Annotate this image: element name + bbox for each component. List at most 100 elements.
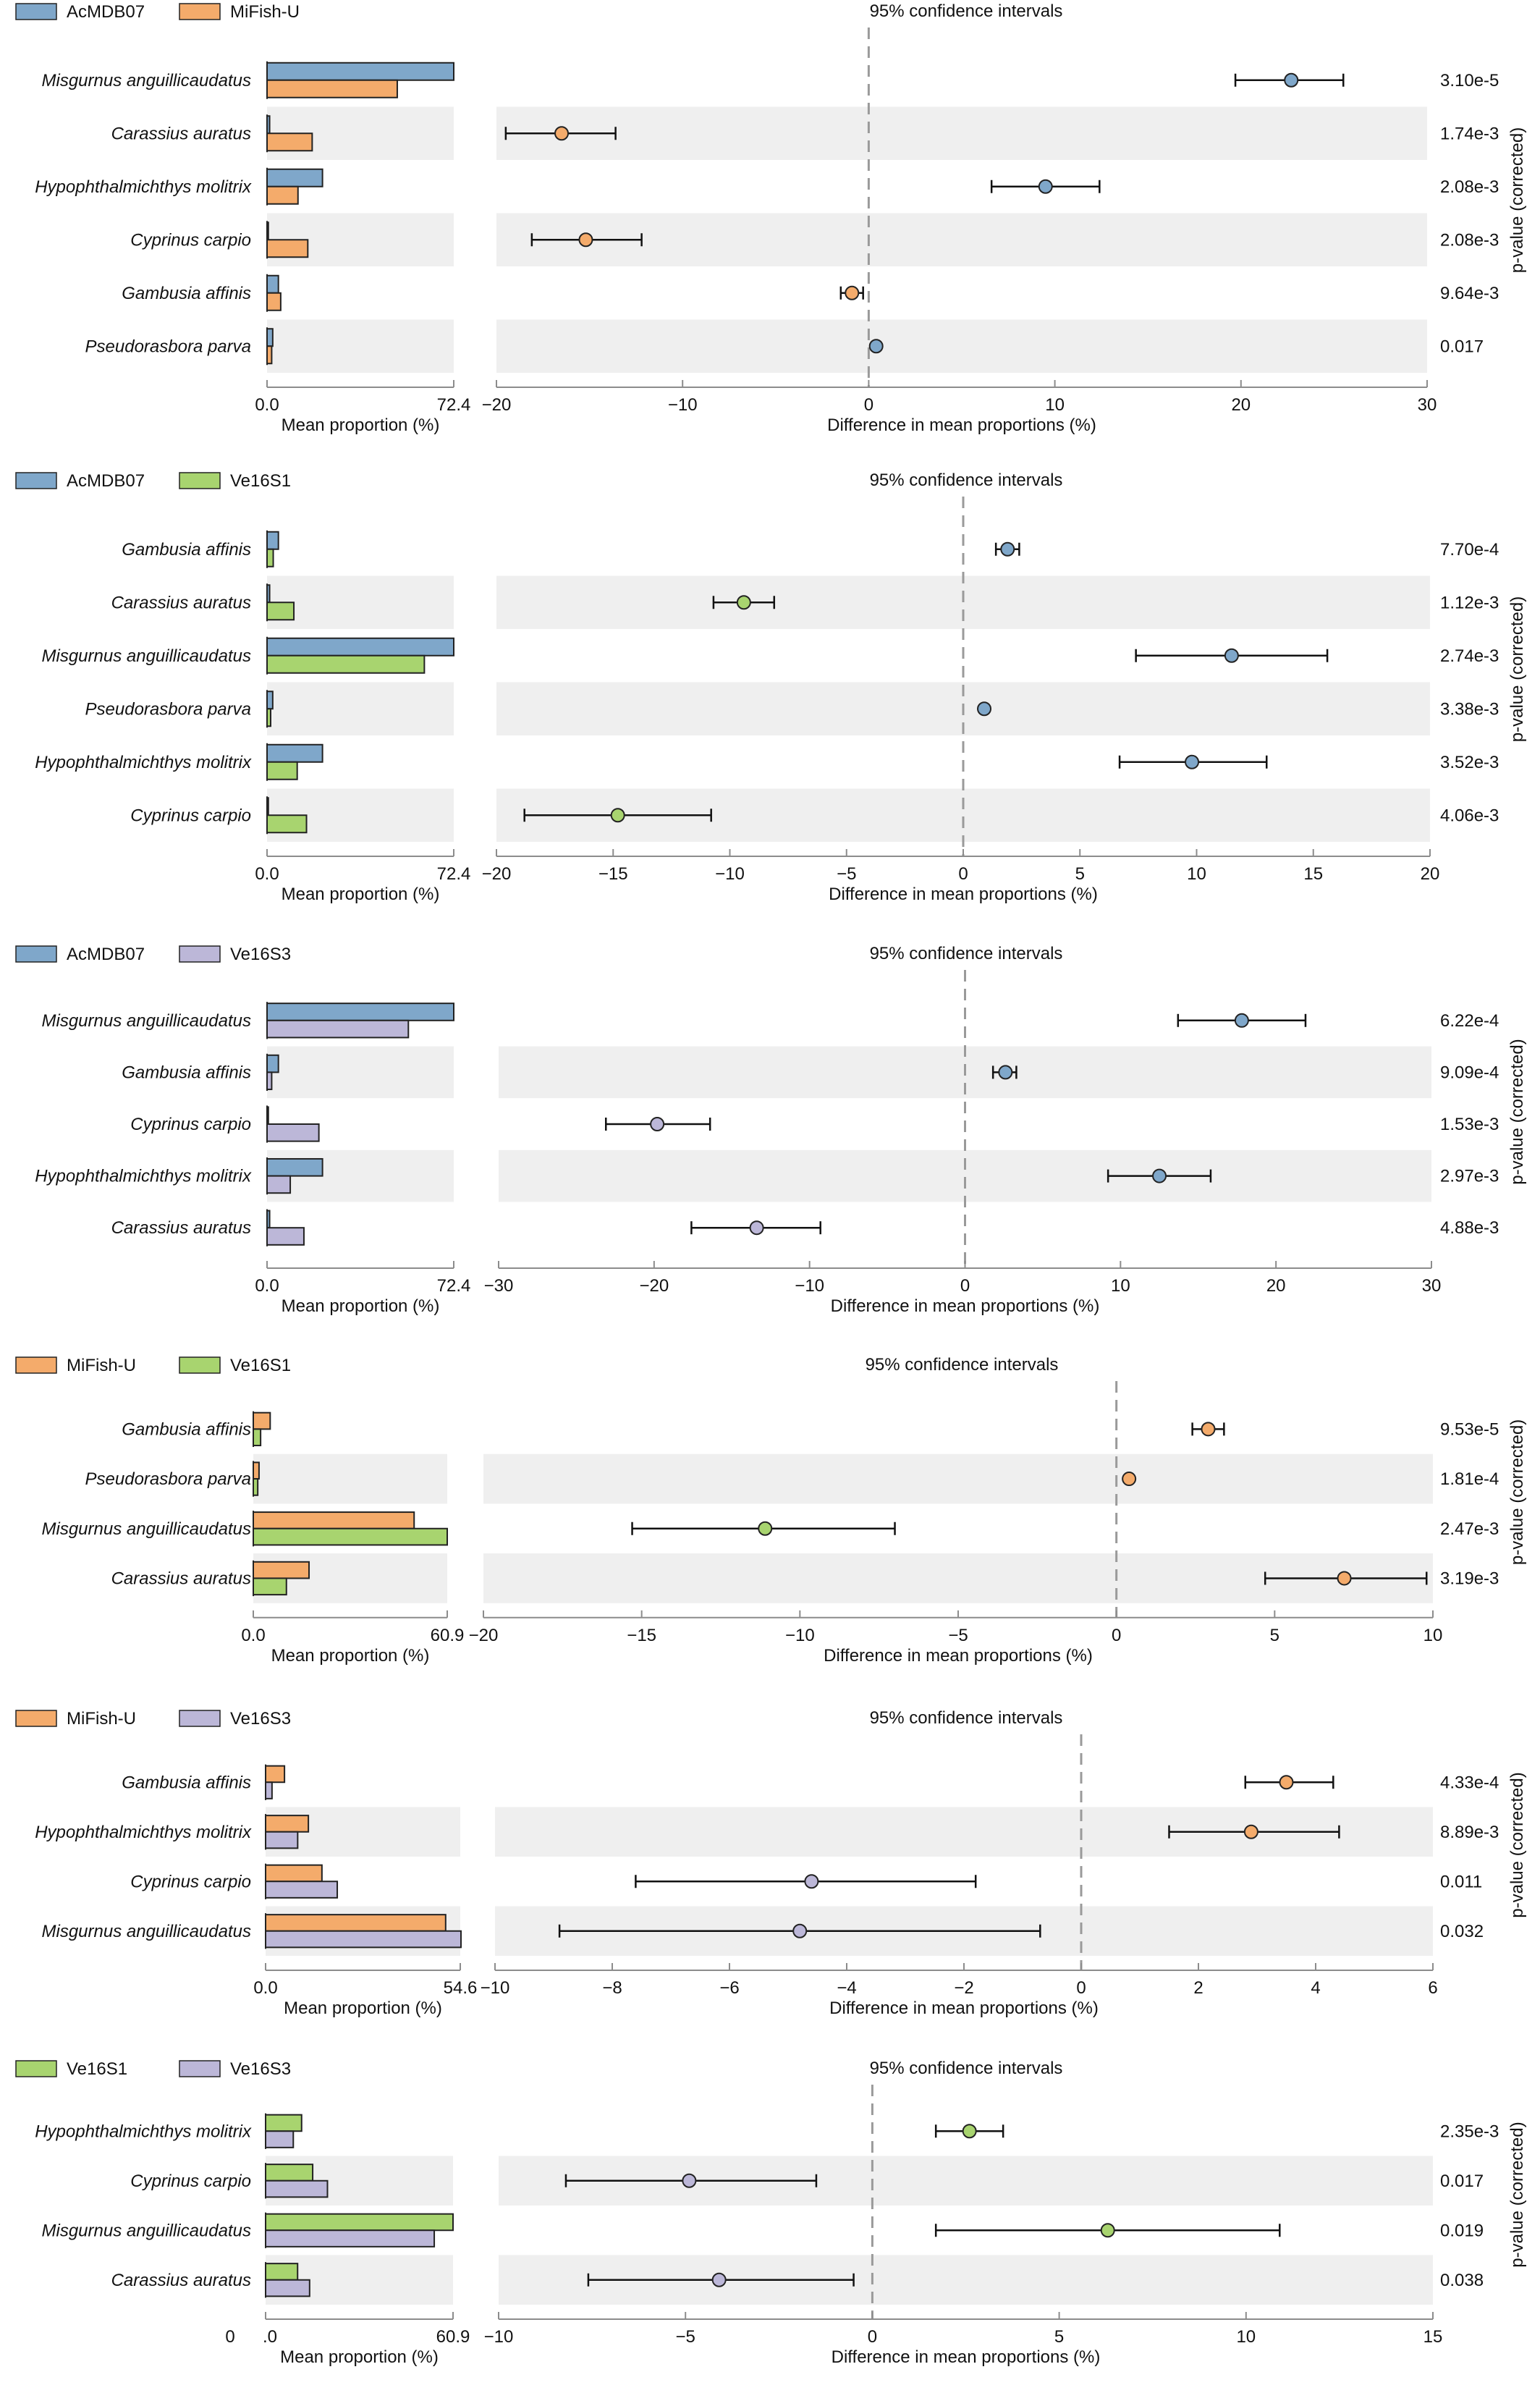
species-label: Cyprinus carpio [130,1115,251,1134]
diff-point [650,1117,665,1131]
p-value: 0.017 [1440,337,1484,356]
row-band [499,1149,1431,1202]
pvalue-axis-label: p-value (corrected) [1507,596,1527,742]
diff-point [792,1923,808,1938]
bar-tick-label: 0.0 [255,864,279,884]
species-label: Cyprinus carpio [130,1872,251,1891]
diff-point [1100,2223,1115,2238]
diff-point [1234,1013,1249,1028]
bar-group-a [266,1054,279,1073]
diff-tick-label: −10 [481,1978,510,1998]
row-band [496,213,1427,266]
bar-x-label: Mean proportion (%) [271,1646,430,1666]
species-label: Gambusia affinis [122,284,251,303]
diff-tick-label: 10 [1111,1276,1130,1296]
p-value: 4.06e-3 [1440,806,1499,825]
species-label: Misgurnus anguillicaudatus [42,1922,252,1941]
diff-point [977,701,992,717]
legend-label: Ve16S1 [230,471,291,491]
diff-tick-label: 6 [1428,1978,1437,1998]
diff-point [758,1521,773,1536]
legend-swatch [15,472,57,489]
diff-tick-label: 10 [1236,2327,1256,2347]
bar-tick-label: .0 [263,2327,277,2347]
species-label: Misgurnus anguillicaudatus [42,1011,252,1031]
bar-group-a [265,1765,286,1784]
diff-tick-label: 5 [1075,864,1085,884]
species-label: Hypophthalmichthys molitrix [35,1167,252,1186]
diff-tick-label: 15 [1303,864,1323,884]
bar-group-a [266,1003,454,1021]
p-value: 7.70e-4 [1440,540,1499,560]
bar-group-b [265,2179,329,2198]
p-value: 0.011 [1440,1872,1482,1891]
bar-group-b [265,2229,436,2248]
diff-tick-label: −10 [484,2327,514,2347]
diff-point [1243,1824,1258,1839]
row-band [267,1046,454,1099]
diff-x-label: Difference in mean proportions (%) [831,1296,1100,1316]
row-band [267,575,454,629]
diff-point [554,126,570,141]
species-label: Cyprinus carpio [130,2172,251,2191]
species-label: Pseudorasbora parva [85,699,251,719]
bar-group-a [265,1914,447,1932]
bar-group-b [265,2130,295,2148]
bar-group-b [266,132,313,152]
legend-label: MiFish-U [230,2,300,22]
chart-panel: AcMDB07 Ve16S1 95% confidence intervals Gam… [15,470,1527,904]
diff-tick-label: 10 [1423,1626,1443,1645]
species-label: Gambusia affinis [122,540,251,560]
species-label: Hypophthalmichthys molitrix [35,2122,252,2141]
chart-panel: AcMDB07 Ve16S3 95% confidence intervals Mis… [15,944,1527,1316]
diff-tick-label: −10 [715,864,745,884]
diff-tick-label: 5 [1054,2327,1064,2347]
bar-tick-label: 60.9 [431,1626,465,1645]
bar-group-b [266,814,308,834]
legend-label: Ve16S3 [230,2059,291,2079]
bar-x-label: Mean proportion (%) [282,1296,440,1316]
bar-group-a [266,62,454,81]
p-value: 1.53e-3 [1440,1115,1499,1134]
diff-tick-label: −6 [719,1978,739,1998]
bar-group-a [266,274,279,294]
diff-tick-label: −10 [668,395,698,415]
diff-point [749,1220,764,1236]
diff-point [1279,1775,1294,1790]
diff-x-label: Difference in mean proportions (%) [829,1999,1099,2018]
diff-point [845,285,860,300]
p-value: 9.64e-3 [1440,284,1499,303]
bar-group-b [266,548,274,567]
diff-point [1122,1472,1137,1487]
legend-swatch [179,2060,221,2077]
pvalue-axis-label: p-value (corrected) [1507,1419,1527,1565]
bar-tick-label: 0.0 [253,1978,277,1998]
species-label: Gambusia affinis [122,1773,251,1792]
diff-tick-label: 2 [1193,1978,1203,1998]
bar-group-a [266,797,269,816]
species-label: Carassius auratus [111,1218,251,1238]
diff-tick-label: −30 [484,1276,514,1296]
diff-point [1201,1422,1216,1437]
p-value: 1.81e-4 [1440,1469,1499,1489]
diff-tick-label: 20 [1421,864,1440,884]
species-label: Carassius auratus [111,2271,251,2290]
legend-label: Ve16S1 [230,1356,291,1375]
p-value: 3.52e-3 [1440,753,1499,772]
bar-group-a [266,1210,271,1229]
bar-tick-label: 0.0 [255,395,279,415]
species-label: Gambusia affinis [122,1419,251,1439]
legend-swatch [179,945,221,963]
legend-label: MiFish-U [67,1356,136,1375]
diff-point [868,339,884,354]
diff-tick-label: −20 [482,395,512,415]
bar-group-b [266,654,426,674]
species-label: Cyprinus carpio [130,230,251,250]
diff-tick-label: −5 [837,864,856,884]
species-label: Carassius auratus [111,1569,251,1588]
bar-tick-label: 72.4 [437,864,471,884]
diff-point [578,232,593,248]
p-value: 1.12e-3 [1440,593,1499,612]
row-band [483,1453,1433,1504]
